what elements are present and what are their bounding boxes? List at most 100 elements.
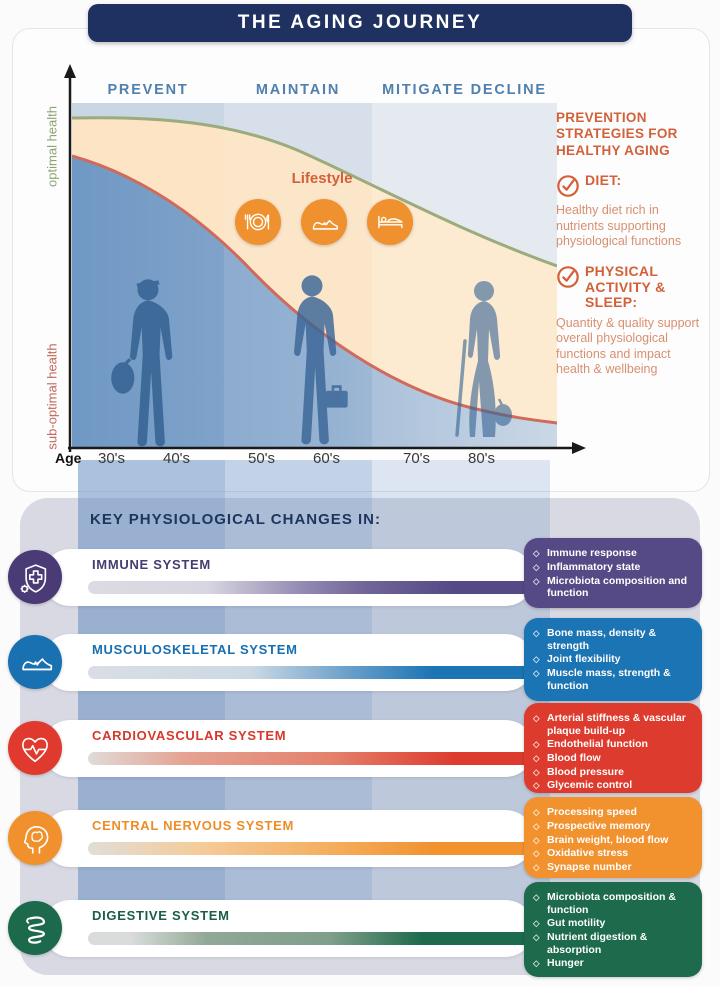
change-diamond-icon: ◇ xyxy=(533,739,540,750)
age-tick-40s: 40's xyxy=(163,450,191,467)
phase-prevent: PREVENT xyxy=(107,82,189,98)
musculoskeletal-system-badge xyxy=(8,635,62,689)
chart-axes xyxy=(64,64,586,454)
change-diamond-icon: ◇ xyxy=(533,766,540,777)
silhouette-young-adult xyxy=(111,279,173,447)
age-tick-70s: 70's xyxy=(403,450,431,467)
change-item: Joint flexibility xyxy=(547,653,621,666)
age-tick-60s: 60's xyxy=(313,450,341,467)
silhouette-elderly xyxy=(455,281,512,437)
change-item: Bone mass, density & strength xyxy=(547,627,657,652)
change-item: Muscle mass, strength & function xyxy=(547,666,671,692)
prevention-item-activity-sleep: PHYSICAL ACTIVITY & SLEEP: Quantity & qu… xyxy=(556,262,706,378)
change-diamond-icon: ◇ xyxy=(533,713,540,723)
change-diamond-icon: ◇ xyxy=(533,892,540,902)
check-circle-icon xyxy=(557,266,579,288)
musculoskeletal-row-band xyxy=(42,634,534,691)
cns-changes-box: ◇ Processing speed ◇ Prospective memory ◇ B… xyxy=(524,797,702,878)
musculoskeletal-changes-box: ◇ Bone mass, density & strength ◇ Joint fl… xyxy=(524,618,702,701)
head-brain-icon xyxy=(23,826,49,854)
green-curve xyxy=(72,116,557,268)
immune-system-label: IMMUNE SYSTEM xyxy=(92,557,211,572)
phase-labels: PREVENT MAINTAIN MITIGATE DECLINE xyxy=(72,82,557,98)
sneaker-icon xyxy=(312,219,338,230)
age-axis-title: Age xyxy=(55,450,82,466)
cardiovascular-system-label: CARDIOVASCULAR SYSTEM xyxy=(92,728,287,743)
change-diamond-icon: ◇ xyxy=(533,807,540,817)
change-item: Arterial stiffness & vascular plaque bui… xyxy=(547,712,686,737)
change-item: Nutrient digestion & absorption xyxy=(547,930,648,956)
change-diamond-icon: ◇ xyxy=(533,654,540,665)
silhouette-middle-aged xyxy=(294,275,348,445)
cardiovascular-system-badge xyxy=(8,721,62,775)
change-item: Oxidative stress xyxy=(547,847,629,860)
cns-row-band xyxy=(42,810,534,867)
change-item: Microbiota composition & function xyxy=(547,891,676,916)
change-diamond-icon: ◇ xyxy=(533,958,540,969)
title-banner: THE AGING JOURNEY xyxy=(88,4,632,42)
change-diamond-icon: ◇ xyxy=(533,780,540,791)
prevention-heading: PREVENTION STRATEGIES FOR HEALTHY AGING xyxy=(556,110,678,158)
bed-icon xyxy=(378,215,403,229)
digestive-change-bar xyxy=(88,932,628,945)
lifestyle-sleep-circle xyxy=(367,199,413,245)
cardiovascular-change-bar xyxy=(88,752,628,765)
change-diamond-icon: ◇ xyxy=(533,848,540,859)
change-diamond-icon: ◇ xyxy=(533,931,540,942)
change-diamond-icon: ◇ xyxy=(533,575,540,586)
digestive-system-label: DIGESTIVE SYSTEM xyxy=(92,908,230,923)
change-item: Blood flow xyxy=(547,751,601,764)
change-item: Blood pressure xyxy=(547,765,625,778)
lifestyle-diet-circle xyxy=(235,199,281,245)
musculoskeletal-change-bar xyxy=(88,666,628,679)
digestive-system-badge xyxy=(8,901,62,955)
change-item: Inflammatory state xyxy=(547,560,641,573)
cns-system-label: CENTRAL NERVOUS SYSTEM xyxy=(92,818,295,833)
immune-change-bar xyxy=(88,581,628,594)
age-tick-30s: 30's xyxy=(98,450,126,467)
change-item: Hunger xyxy=(547,957,584,970)
age-tick-80s: 80's xyxy=(468,450,496,467)
change-diamond-icon: ◇ xyxy=(533,667,540,678)
immune-row-band xyxy=(42,549,534,606)
change-item: Synapse number xyxy=(547,861,632,873)
prevention-item-title: DIET: xyxy=(585,172,622,189)
change-item: Gut motility xyxy=(547,917,606,930)
key-changes-heading: KEY PHYSIOLOGICAL CHANGES IN: xyxy=(90,511,381,528)
prevention-item-title: PHYSICAL ACTIVITY & SLEEP: xyxy=(585,262,666,311)
change-diamond-icon: ◇ xyxy=(533,561,540,572)
check-circle-icon xyxy=(557,175,579,198)
change-item: Brain weight, blood flow xyxy=(547,833,669,846)
prevention-item-body: Quantity & quality support overall physi… xyxy=(556,315,700,377)
lifestyle-activity-circle xyxy=(301,199,347,245)
change-item: Microbiota composition and function xyxy=(547,574,688,600)
change-item: Immune response xyxy=(547,547,637,559)
intestines-icon xyxy=(26,916,45,944)
prevention-item-body: Healthy diet rich in nutrients supportin… xyxy=(556,203,682,249)
immune-system-badge xyxy=(8,550,62,604)
digestive-row-band xyxy=(42,900,534,957)
change-item: Endothelial function xyxy=(547,738,648,751)
age-axis: Age 30's 40's 50's 60's 70's 80's xyxy=(0,450,720,472)
aging-curves-plot xyxy=(72,103,557,448)
lifestyle-label: Lifestyle xyxy=(291,170,353,187)
decline-area xyxy=(72,156,557,448)
change-diamond-icon: ◇ xyxy=(533,548,540,558)
musculoskeletal-system-label: MUSCULOSKELETAL SYSTEM xyxy=(92,642,298,657)
digestive-changes-box: ◇ Microbiota composition & function ◇ Gut … xyxy=(524,882,702,977)
change-item: Glycemic control xyxy=(547,779,633,792)
prevention-item-diet: DIET: Healthy diet rich in nutrients sup… xyxy=(556,173,706,250)
immune-changes-box: ◇ Immune response ◇ Inflammatory state ◇ Mi… xyxy=(524,538,702,608)
change-item: Processing speed xyxy=(547,806,637,818)
cns-change-bar xyxy=(88,842,628,855)
change-diamond-icon: ◇ xyxy=(533,918,540,929)
change-diamond-icon: ◇ xyxy=(533,752,540,763)
change-diamond-icon: ◇ xyxy=(533,862,540,872)
age-tick-50s: 50's xyxy=(248,450,276,467)
shield-cross-icon xyxy=(20,564,47,593)
cardiovascular-changes-box: ◇ Arterial stiffness & vascular plaque bu… xyxy=(524,703,702,793)
plate-cutlery-icon xyxy=(244,213,270,231)
cardiovascular-row-band xyxy=(42,720,534,777)
page-title: THE AGING JOURNEY xyxy=(237,12,483,33)
